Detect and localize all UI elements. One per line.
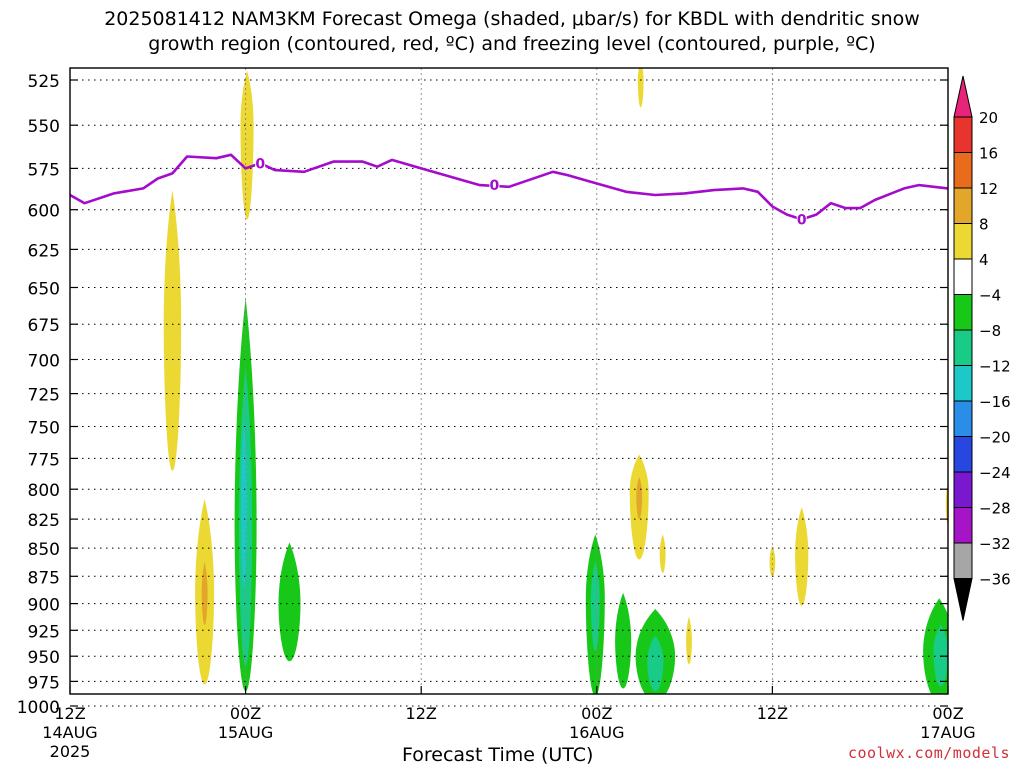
x-tick-label-24-0: 12Z xyxy=(406,704,437,723)
colorbar-label-0: 20 xyxy=(979,109,998,127)
y-tick-label-950: 950 xyxy=(28,648,60,668)
colorbar-label-13: −36 xyxy=(979,571,1011,589)
y-tick-label-1000: 1000 xyxy=(17,698,60,718)
colorbar-box-6 xyxy=(953,294,973,331)
y-tick-label-925: 925 xyxy=(28,622,60,642)
colorbar-bottom-arrow xyxy=(953,578,973,621)
x-tick-label-12-0: 00Z xyxy=(230,704,261,723)
freezing-label-2: 0 xyxy=(797,212,807,228)
x-tick-label-36-0: 00Z xyxy=(581,704,612,723)
y-tick-label-975: 975 xyxy=(28,673,60,693)
x-tick-label-60-1: 17AUG xyxy=(920,723,975,742)
omega-region-14 xyxy=(637,68,644,108)
colorbar-label-5: −4 xyxy=(979,287,1001,305)
omega-region-7 xyxy=(278,542,301,662)
y-tick-label-675: 675 xyxy=(28,316,60,336)
x-tick-label-48-0: 12Z xyxy=(757,704,788,723)
omega-shading xyxy=(163,68,948,694)
chart-title-line-2: growth region (contoured, red, ºC) and f… xyxy=(148,33,876,55)
y-tick-label-700: 700 xyxy=(28,352,60,372)
colorbar-box-10 xyxy=(953,436,973,473)
colorbar-label-4: 4 xyxy=(979,251,989,269)
colorbar-box-8 xyxy=(953,365,973,402)
grid-lines xyxy=(69,68,949,707)
omega-region-17 xyxy=(615,592,632,689)
freezing-label-bg-2 xyxy=(796,211,807,227)
x-tick-label-36-1: 16AUG xyxy=(569,723,624,742)
freezing-level-line xyxy=(70,153,948,221)
omega-region-10 xyxy=(659,534,666,573)
omega-region-12 xyxy=(795,507,809,606)
colorbar-box-3 xyxy=(953,187,973,224)
colorbar-box-13 xyxy=(953,542,973,579)
colorbar: 20 16 12 8 4 −4 −8 −12 −16 −20 −24 −28 −32 −36 xyxy=(953,75,1011,621)
colorbar-label-3: 8 xyxy=(979,216,989,234)
y-tick-label-650: 650 xyxy=(28,280,60,300)
colorbar-label-6: −8 xyxy=(979,322,1001,340)
colorbar-label-12: −32 xyxy=(979,535,1011,553)
colorbar-box-7 xyxy=(953,329,973,366)
freezing-label-1: 0 xyxy=(490,178,500,194)
colorbar-box-2 xyxy=(953,152,973,189)
x-axis-label: Forecast Time (UTC) xyxy=(402,744,594,766)
omega-region-0 xyxy=(163,190,182,471)
plot-frame xyxy=(69,67,949,695)
omega-region-1 xyxy=(240,70,254,220)
credit-watermark: coolwx.com/models xyxy=(847,744,1010,762)
surface-terrain xyxy=(70,694,948,720)
chart-title-line-1: 2025081412 NAM3KM Forecast Omega (shaded… xyxy=(104,8,920,30)
freezing-level-contour: 0 0 0 xyxy=(70,153,948,228)
y-tick-label-900: 900 xyxy=(28,596,60,616)
omega-region-6 xyxy=(241,420,248,588)
y-axis-ticks: 525 550 575 600 625 650 675 700 725 750 775 800 825 8… xyxy=(17,72,948,718)
y-tick-label-525: 525 xyxy=(28,72,60,92)
y-tick-label-575: 575 xyxy=(28,160,60,180)
x-tick-label-12-1: 15AUG xyxy=(218,723,273,742)
y-tick-label-825: 825 xyxy=(28,511,60,531)
y-tick-label-600: 600 xyxy=(28,202,60,222)
colorbar-label-9: −20 xyxy=(979,429,1011,447)
colorbar-box-9 xyxy=(953,400,973,437)
colorbar-label-1: 16 xyxy=(979,145,998,163)
y-tick-label-775: 775 xyxy=(28,450,60,470)
y-tick-label-625: 625 xyxy=(28,241,60,261)
freezing-label-bg-0 xyxy=(255,155,266,171)
colorbar-label-11: −28 xyxy=(979,500,1011,518)
y-tick-label-750: 750 xyxy=(28,419,60,439)
colorbar-top-arrow xyxy=(953,75,973,118)
omega-region-16 xyxy=(590,561,600,651)
omega-region-9 xyxy=(636,477,643,520)
colorbar-label-10: −24 xyxy=(979,464,1011,482)
x-tick-label-0-0: 12Z xyxy=(54,704,85,723)
colorbar-label-8: −16 xyxy=(979,393,1011,411)
colorbar-label-2: 12 xyxy=(979,180,998,198)
freezing-label-bg-1 xyxy=(489,177,500,193)
colorbar-label-7: −12 xyxy=(979,358,1011,376)
omega-region-13 xyxy=(769,545,776,577)
x-tick-label-0-1: 14AUG xyxy=(42,723,97,742)
x-tick-label-60-0: 00Z xyxy=(932,704,963,723)
surface-terrain-fill xyxy=(70,694,948,720)
colorbar-box-5 xyxy=(953,258,973,295)
x-tick-label-0-2: 2025 xyxy=(50,742,91,761)
colorbar-box-12 xyxy=(953,507,973,544)
y-tick-label-850: 850 xyxy=(28,540,60,560)
y-tick-label-550: 550 xyxy=(28,117,60,137)
colorbar-box-11 xyxy=(953,471,973,508)
y-tick-label-800: 800 xyxy=(28,481,60,501)
omega-region-11 xyxy=(686,616,692,665)
colorbar-box-4 xyxy=(953,223,973,260)
y-tick-label-725: 725 xyxy=(28,386,60,406)
y-tick-label-875: 875 xyxy=(28,568,60,588)
colorbar-box-1 xyxy=(953,116,973,153)
freezing-label-0: 0 xyxy=(255,156,265,172)
omega-region-3 xyxy=(201,561,208,625)
omega-region-19 xyxy=(647,635,664,692)
